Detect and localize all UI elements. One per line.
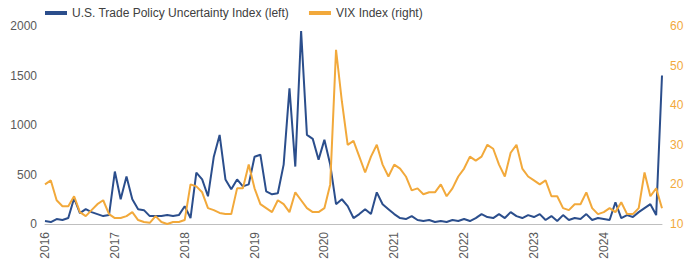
svg-text:2020: 2020 (317, 232, 331, 259)
svg-text:2000: 2000 (10, 19, 37, 33)
svg-text:60: 60 (670, 19, 684, 33)
svg-text:1500: 1500 (10, 69, 37, 83)
svg-text:0: 0 (30, 217, 37, 231)
svg-text:2016: 2016 (38, 232, 52, 259)
svg-text:50: 50 (670, 59, 684, 73)
svg-text:10: 10 (670, 217, 684, 231)
svg-text:40: 40 (670, 98, 684, 112)
svg-text:2023: 2023 (527, 232, 541, 259)
svg-text:1000: 1000 (10, 118, 37, 132)
svg-text:2017: 2017 (108, 232, 122, 259)
svg-text:VIX Index (right): VIX Index (right) (336, 6, 423, 20)
svg-text:2022: 2022 (457, 232, 471, 259)
svg-text:500: 500 (17, 168, 37, 182)
svg-text:2018: 2018 (178, 232, 192, 259)
svg-text:U.S. Trade Policy Uncertainty: U.S. Trade Policy Uncertainty Index (lef… (72, 6, 289, 20)
svg-text:20: 20 (670, 177, 684, 191)
svg-text:2019: 2019 (248, 232, 262, 259)
svg-text:2021: 2021 (387, 232, 401, 259)
svg-text:2024: 2024 (597, 232, 611, 259)
svg-text:30: 30 (670, 138, 684, 152)
